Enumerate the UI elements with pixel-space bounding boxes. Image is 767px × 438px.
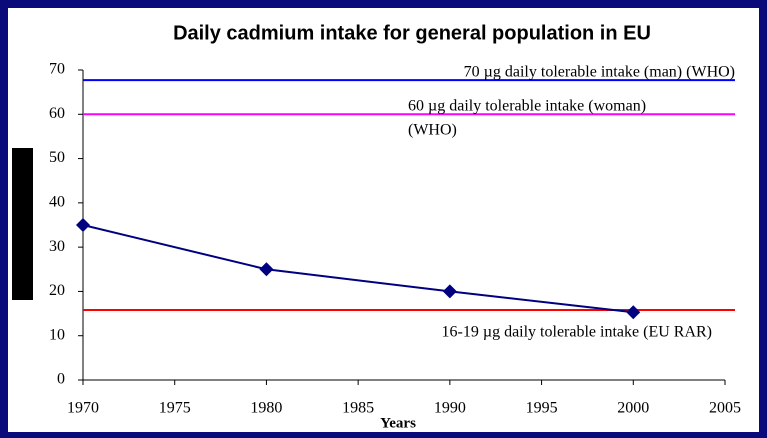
data-marker: [626, 305, 641, 320]
x-tick-label: 2005: [709, 400, 741, 417]
panel: [8, 8, 759, 432]
redacted-y-label: [12, 148, 33, 300]
x-tick-label: 1970: [67, 400, 99, 417]
y-tick-label: 0: [57, 371, 65, 388]
data-marker: [259, 262, 274, 277]
chart-title: Daily cadmium intake for general populat…: [173, 22, 651, 44]
reference-label: 70 µg daily tolerable intake (man) (WHO): [464, 64, 735, 81]
data-marker: [442, 284, 457, 299]
x-axis-label: Years: [380, 415, 416, 431]
data-line: [82, 224, 634, 314]
x-tick-label: 1975: [159, 400, 191, 417]
x-tick-label: 1985: [342, 400, 374, 417]
reference-label: (WHO): [408, 122, 457, 139]
y-tick-label: 20: [49, 282, 65, 299]
data-marker: [76, 218, 90, 232]
x-tick-label: 1995: [526, 400, 558, 417]
y-tick-label: 40: [49, 194, 65, 211]
x-tick-label: 1990: [434, 400, 466, 417]
y-tick-label: 10: [49, 326, 65, 343]
x-tick-label: 2000: [617, 400, 649, 417]
y-tick-label: 70: [49, 61, 65, 78]
reference-label: 16-19 µg daily tolerable intake (EU RAR): [442, 324, 712, 341]
y-tick-label: 60: [49, 105, 65, 122]
y-tick-label: 30: [49, 238, 65, 255]
reference-label: 60 µg daily tolerable intake (woman): [408, 98, 646, 115]
x-tick-label: 1980: [250, 400, 282, 417]
y-tick-label: 50: [49, 149, 65, 166]
